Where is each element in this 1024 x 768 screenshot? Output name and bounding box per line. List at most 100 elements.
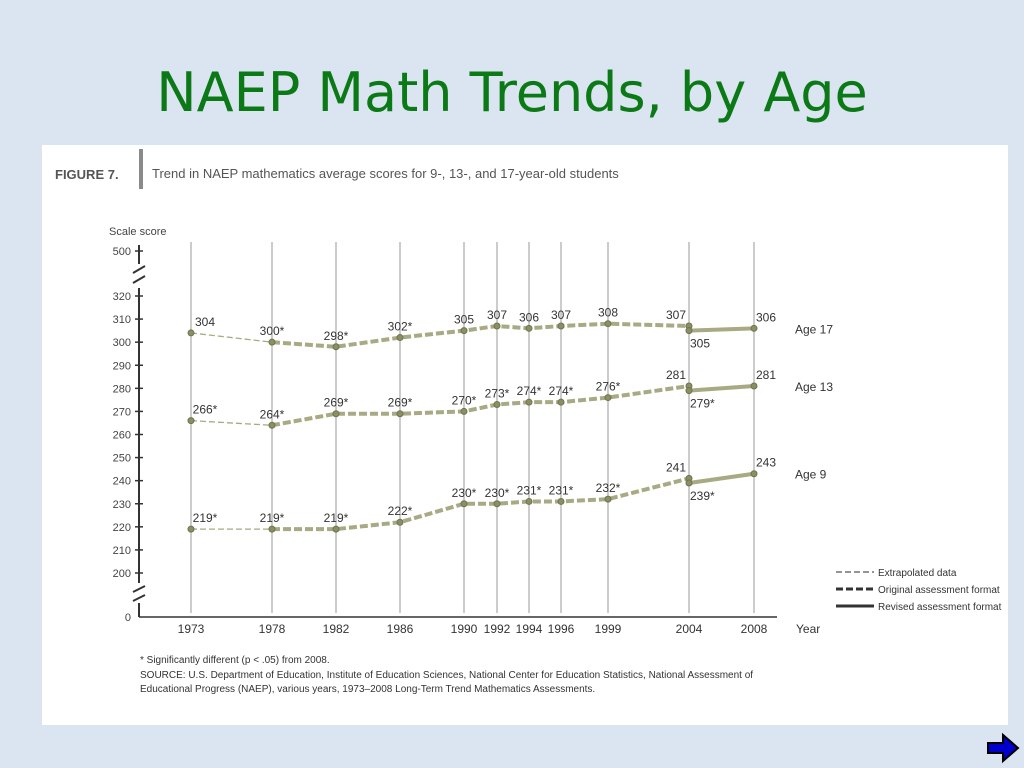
age-9-point bbox=[332, 525, 340, 533]
legend-label-revised: Revised assessment format bbox=[878, 602, 1002, 613]
age-17-revised-line bbox=[688, 326, 755, 333]
age-17-point bbox=[396, 334, 404, 342]
age-13-point bbox=[332, 410, 340, 418]
y-tick-label: 300 bbox=[113, 337, 131, 349]
x-tick-label-1982: 1982 bbox=[323, 622, 350, 636]
age-9-label-1996: 231* bbox=[549, 483, 574, 497]
y-tick-label: 200 bbox=[113, 568, 131, 580]
trend-chart: FIGURE 7. Trend in NAEP mathematics aver… bbox=[55, 149, 1002, 695]
x-tick-label-1996: 1996 bbox=[548, 622, 575, 636]
age-13-point bbox=[268, 421, 276, 429]
y-tick-label: 210 bbox=[113, 545, 131, 557]
age-9-label-2004: 241 bbox=[666, 460, 686, 474]
age-17-label-1990: 305 bbox=[454, 313, 474, 327]
age-9-point bbox=[187, 525, 195, 533]
age-13-point bbox=[750, 382, 758, 390]
age-13-label-1986: 269* bbox=[388, 396, 413, 410]
age-17-label-1996: 307 bbox=[551, 308, 571, 322]
axis-break-mark bbox=[132, 265, 146, 274]
legend-label-extrapolated: Extrapolated data bbox=[878, 568, 957, 579]
vertical-gridlines bbox=[190, 242, 755, 613]
y-tick-label: 240 bbox=[113, 476, 131, 488]
age-17-label-2004: 305 bbox=[690, 337, 710, 351]
age-17-point bbox=[460, 327, 468, 335]
y-tick-label: 220 bbox=[113, 522, 131, 534]
age-17-point bbox=[493, 322, 501, 330]
age-13-label-1992: 273* bbox=[485, 386, 510, 400]
age-13-point bbox=[557, 398, 565, 406]
x-tick-label-1992: 1992 bbox=[484, 622, 511, 636]
axis-break-mark bbox=[132, 585, 146, 593]
age-13-label-1996: 274* bbox=[549, 384, 574, 398]
age-13-label-1999: 276* bbox=[596, 380, 621, 394]
y-tick-label: 280 bbox=[113, 383, 131, 395]
age-17-point bbox=[525, 324, 533, 332]
age-9-label-1999: 232* bbox=[596, 481, 621, 495]
y-tick-label: 230 bbox=[113, 499, 131, 511]
age-13-point bbox=[396, 410, 404, 418]
next-slide-arrow-icon[interactable] bbox=[986, 732, 1020, 764]
x-tick-label-1986: 1986 bbox=[387, 622, 414, 636]
legend: Extrapolated data Original assessment fo… bbox=[836, 568, 1002, 613]
x-axis-title: Year bbox=[796, 622, 820, 636]
age-17-series-label: Age 17 bbox=[795, 322, 833, 336]
age-9-label-1992: 230* bbox=[485, 486, 510, 500]
figure-label: FIGURE 7. bbox=[55, 167, 119, 182]
age-9-revised-line bbox=[688, 471, 755, 485]
legend-label-original: Original assessment format bbox=[878, 585, 1000, 596]
age-17-label-1999: 308 bbox=[598, 306, 618, 320]
age-9-label-1982: 219* bbox=[324, 511, 349, 525]
age-13-label-1973: 266* bbox=[193, 403, 218, 417]
y-tick-label: 290 bbox=[113, 360, 131, 372]
age-17-label-2008: 306 bbox=[756, 310, 776, 324]
x-tick-label-1994: 1994 bbox=[516, 622, 543, 636]
age-17-label-1986: 302* bbox=[388, 320, 413, 334]
age-17-point bbox=[750, 324, 758, 332]
age-17-label-1982: 298* bbox=[324, 329, 349, 343]
y-tick-label: 0 bbox=[125, 612, 131, 624]
axis-break-mark bbox=[132, 275, 146, 284]
age-9-label-1973: 219* bbox=[193, 511, 218, 525]
age-13-point bbox=[604, 394, 612, 402]
age-13-point bbox=[187, 417, 195, 425]
y-axis: 200 210 220 230 240 250 260 270 280 290 300 310 320 0… bbox=[113, 245, 146, 624]
x-tick-label-2008: 2008 bbox=[741, 622, 768, 636]
age-13-label-1978: 264* bbox=[260, 407, 285, 421]
x-tick-label-1990: 1990 bbox=[451, 622, 478, 636]
age-13-label-2004: 279* bbox=[690, 397, 715, 411]
age-13-label-1982: 269* bbox=[324, 396, 349, 410]
age-9-point bbox=[525, 497, 533, 505]
age-17-label-1978: 300* bbox=[260, 324, 285, 338]
significance-note: * Significantly different (p < .05) from… bbox=[140, 655, 330, 666]
age-9-label-1990: 230* bbox=[452, 486, 477, 500]
age-9-point bbox=[750, 470, 758, 478]
age-17-point bbox=[187, 329, 195, 337]
y-tick-label: 270 bbox=[113, 406, 131, 418]
y-tick-label: 310 bbox=[113, 314, 131, 326]
age-9-label-2008: 243 bbox=[756, 456, 776, 470]
figure-caption: Trend in NAEP mathematics average scores… bbox=[152, 166, 619, 181]
age-17-point bbox=[685, 327, 693, 335]
age-17-label-1992: 307 bbox=[487, 308, 507, 322]
figure-panel: FIGURE 7. Trend in NAEP mathematics aver… bbox=[42, 145, 1008, 725]
source-line-1: SOURCE: U.S. Department of Education, In… bbox=[140, 670, 753, 681]
age-9-point bbox=[268, 525, 276, 533]
y-tick-label: 320 bbox=[113, 291, 131, 303]
figure-header-divider bbox=[139, 149, 143, 189]
x-tick-label-2004: 2004 bbox=[676, 622, 703, 636]
age-9-point bbox=[460, 500, 468, 508]
slide-title: NAEP Math Trends, by Age bbox=[156, 61, 868, 124]
age-9-point bbox=[685, 479, 693, 487]
x-tick-label-1973: 1973 bbox=[178, 622, 205, 636]
age-17-extrapolated-line bbox=[190, 332, 273, 343]
series-names: Age 17 Age 13 Age 9 bbox=[795, 322, 833, 481]
age-9-label-1978: 219* bbox=[260, 511, 285, 525]
data-labels: 304 300* 298* 302* 305 307 306 307 308 307 305 306 2… bbox=[193, 306, 777, 525]
y-tick-label: 260 bbox=[113, 430, 131, 442]
age-13-point bbox=[493, 400, 501, 408]
age-9-point bbox=[493, 500, 501, 508]
x-axis: 1973 1978 1982 1986 1990 1992 1994 1996 1999 2004… bbox=[139, 616, 777, 636]
age-17-point bbox=[557, 322, 565, 330]
age-17-label-1973: 304 bbox=[195, 315, 215, 329]
age-17-point bbox=[332, 343, 340, 351]
